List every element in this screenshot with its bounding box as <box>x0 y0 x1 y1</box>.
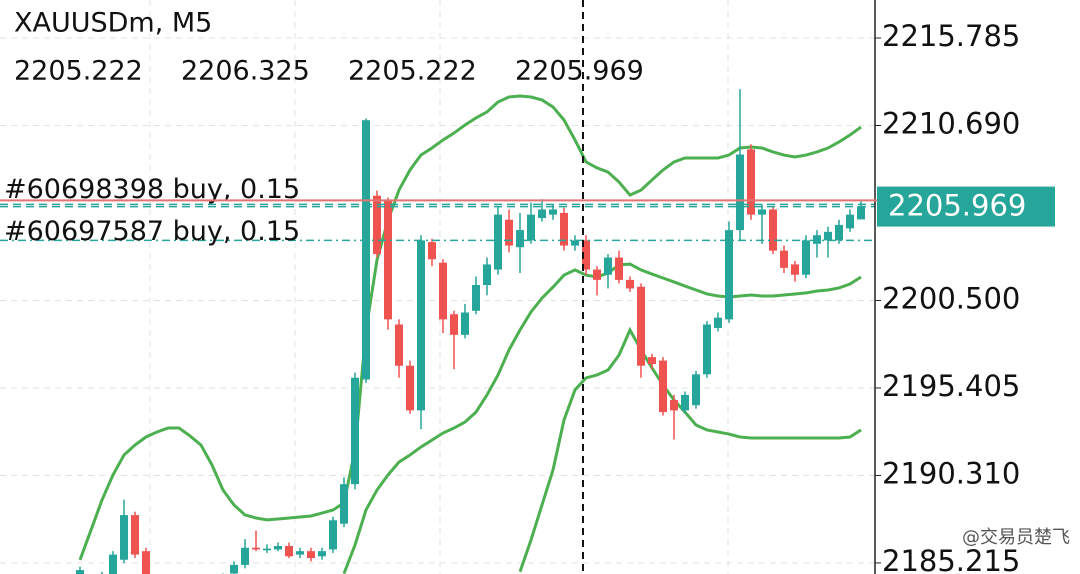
candle-body <box>483 264 491 286</box>
candle-body <box>505 219 513 246</box>
symbol: XAUUSDm, M5 <box>14 8 212 39</box>
candle-body <box>846 214 854 229</box>
candle-body <box>604 257 612 275</box>
candle-body <box>76 570 84 574</box>
candle-body <box>252 547 260 550</box>
candle-body <box>362 120 370 380</box>
ohlc-close: 2205.969 <box>515 56 644 87</box>
candle-body <box>274 546 282 550</box>
candle-body <box>560 212 568 246</box>
candle-body <box>857 206 865 220</box>
candle-body <box>802 240 810 275</box>
candle-body <box>406 365 414 411</box>
candle-body <box>307 551 315 559</box>
candle-body <box>296 551 304 555</box>
candle-body <box>813 235 821 244</box>
candle-body <box>527 214 535 241</box>
candle-body <box>780 250 788 268</box>
candle-body <box>131 515 139 555</box>
ohlc-low: 2205.222 <box>348 56 477 87</box>
candle-body <box>285 546 293 557</box>
ohlc-high: 2206.325 <box>181 56 310 87</box>
candle-body <box>549 209 557 215</box>
candle-body <box>494 214 502 270</box>
candle-body <box>681 394 689 411</box>
candle-body <box>736 154 744 231</box>
candle-body <box>516 230 524 248</box>
candle-body <box>835 224 843 241</box>
candle-body <box>373 195 381 255</box>
candle-body <box>670 400 678 411</box>
candle-body <box>769 209 777 251</box>
candle-body <box>714 317 722 328</box>
y-tick-label: 2190.310 <box>882 456 1020 490</box>
candle-body <box>582 240 590 270</box>
y-tick-label: 2215.785 <box>882 19 1020 53</box>
y-tick-label: 2210.690 <box>882 107 1020 141</box>
plot <box>0 89 875 574</box>
candle-body <box>384 200 392 320</box>
candle-body <box>637 286 645 366</box>
candle-body <box>692 374 700 406</box>
candle-body <box>791 264 799 275</box>
candle-body <box>428 242 436 260</box>
candle-body <box>230 564 238 574</box>
order-label: #60697587 buy, 0.15 <box>4 216 300 247</box>
candle-body <box>395 324 403 366</box>
candle-body <box>329 520 337 550</box>
candle-body <box>263 548 271 551</box>
candle-body <box>648 357 656 365</box>
candle-body <box>340 484 348 524</box>
candle-body <box>615 257 623 280</box>
candle-body <box>472 285 480 311</box>
candle-body <box>703 324 711 375</box>
axis: 2215.785 2210.690 2200.500 2195.405 2190.310… <box>875 19 1020 574</box>
candle-body <box>351 377 359 485</box>
candle-body <box>626 279 634 289</box>
candle-body <box>120 515 128 560</box>
candle-body <box>758 209 766 215</box>
band-line <box>78 94 862 561</box>
candle-body <box>417 240 425 411</box>
band-line <box>342 262 862 574</box>
candle-body <box>725 230 733 320</box>
candle-body <box>461 312 469 335</box>
candle-body <box>241 547 249 565</box>
candle-body <box>747 149 755 215</box>
y-tick-label: 2185.215 <box>882 544 1020 574</box>
candle-body <box>439 262 447 320</box>
candle-body <box>142 551 150 574</box>
candle-body <box>824 231 832 241</box>
last-price-box <box>877 186 1055 227</box>
candle-body <box>318 551 326 557</box>
last-price-label: 2205.969 <box>888 189 1026 223</box>
y-tick-label: 2195.405 <box>882 369 1020 403</box>
ohlc-open: 2205.222 <box>14 56 143 87</box>
watermark: @交易员楚飞 <box>962 527 1070 548</box>
candle-body <box>450 314 458 335</box>
candle-body <box>593 269 601 280</box>
candle-body <box>109 554 117 574</box>
candle-body <box>538 209 546 219</box>
candle-body <box>659 360 667 413</box>
band-line <box>518 326 862 573</box>
y-tick-label: 2200.500 <box>882 281 1020 315</box>
candle-body <box>571 240 579 246</box>
